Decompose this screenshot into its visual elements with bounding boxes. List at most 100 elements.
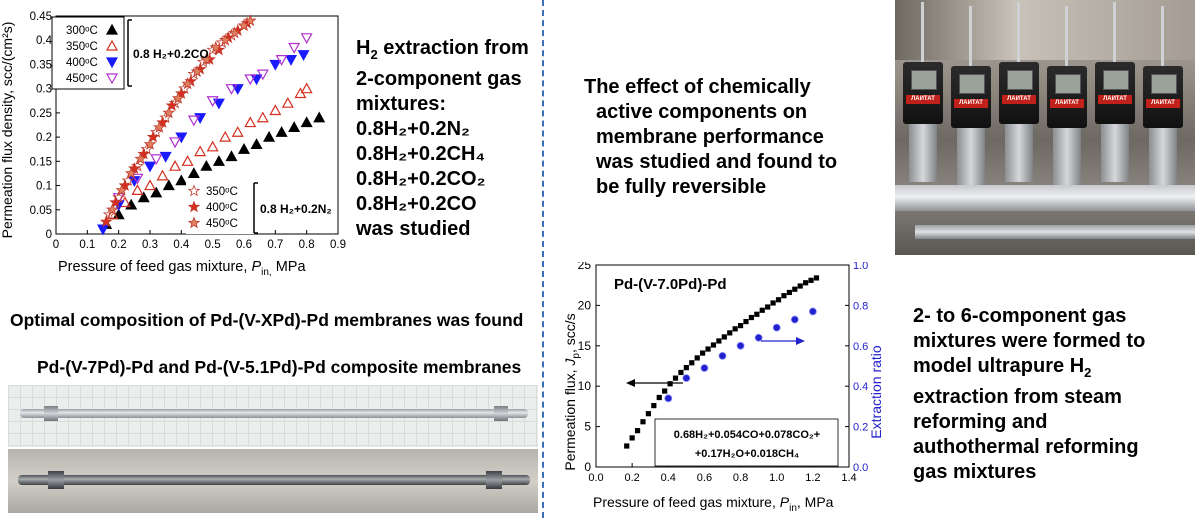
data-point bbox=[212, 155, 225, 166]
data-point bbox=[243, 14, 257, 27]
effect-line-3: membrane performance bbox=[596, 126, 824, 148]
effect-line-1: The effect of chemically bbox=[584, 76, 811, 98]
x-tick-label: 0.6 bbox=[697, 472, 712, 484]
data-point bbox=[156, 169, 169, 181]
flow-controller: ЛАЙТАТ bbox=[951, 6, 991, 186]
data-point bbox=[159, 151, 172, 163]
y-tick-label: 0.2 bbox=[36, 132, 52, 144]
legend-entry-label: 400ᵒC bbox=[206, 202, 238, 214]
data-point bbox=[683, 365, 689, 371]
y-tick-label: 5 bbox=[584, 420, 591, 434]
x-tick-label: 1.0 bbox=[769, 472, 784, 484]
data-point bbox=[109, 195, 122, 208]
data-point bbox=[754, 311, 760, 317]
tube-bottom-fitting-left bbox=[48, 471, 64, 489]
flow-controller: ЛАЙТАТ bbox=[1047, 6, 1087, 186]
y-tick-label: 25 bbox=[578, 262, 592, 272]
data-point bbox=[256, 111, 269, 123]
annotation-line-1: 0.68H₂+0.054CO+0.078CO₂+ bbox=[674, 429, 820, 441]
membrane-tubes-photo bbox=[8, 385, 538, 513]
data-point bbox=[131, 173, 144, 185]
gas-pipe bbox=[1017, 2, 1020, 62]
legend-entry-label: 300ᵒC bbox=[66, 25, 98, 37]
data-point bbox=[721, 334, 727, 340]
legend-entry-label: 400ᵒC bbox=[66, 57, 98, 69]
data-point bbox=[705, 346, 711, 352]
data-point bbox=[736, 341, 745, 350]
model-text: 2- to 6-component gas mixtures were form… bbox=[913, 304, 1198, 485]
display-screen bbox=[1055, 74, 1081, 94]
data-point bbox=[313, 111, 326, 123]
legend-marker bbox=[187, 200, 201, 213]
data-point bbox=[169, 159, 182, 171]
left-chart-legend-top: 300ᵒC 350ᵒC 400ᵒC 450ᵒC 0.8 H₂+0.2CO bbox=[51, 16, 209, 90]
right-chart-ylabel: Permeation flux, Jp, scc/s bbox=[562, 313, 582, 470]
tube-bottom bbox=[18, 475, 530, 485]
equipment-photo: ЛАЙТАТ ЛАЙТАТ ЛАЙТАТ ЛАЙТАТ ЛАЙТАТ ЛАЙТАТ bbox=[895, 0, 1195, 255]
data-point bbox=[772, 323, 781, 332]
legend-marker bbox=[105, 23, 119, 35]
h2-line3: mixtures: bbox=[356, 93, 447, 115]
data-point bbox=[137, 191, 150, 203]
y-tick-label: 0.45 bbox=[30, 11, 52, 23]
data-point bbox=[231, 126, 244, 137]
x-tick-label: 0 bbox=[53, 239, 59, 251]
data-point bbox=[297, 50, 310, 61]
y-tick-label: 0.35 bbox=[30, 59, 52, 71]
mixture-2: 0.8H₂+0.2CH₄ bbox=[356, 143, 486, 165]
y2-tick-label: 0.2 bbox=[853, 422, 868, 434]
data-point bbox=[792, 286, 798, 292]
model-line-5: reforming and bbox=[913, 411, 1048, 433]
legend-entry-label: 450ᵒC bbox=[206, 218, 238, 230]
data-point bbox=[256, 69, 269, 81]
tube-bottom-fitting-right bbox=[486, 471, 502, 489]
tube-top-fitting-right bbox=[494, 406, 508, 421]
gas-pipe bbox=[1113, 2, 1116, 62]
data-point bbox=[624, 443, 630, 449]
data-point bbox=[743, 318, 749, 325]
photo-wall bbox=[895, 0, 1195, 60]
lower-bar bbox=[915, 225, 1195, 239]
data-point bbox=[219, 130, 232, 142]
data-point bbox=[190, 65, 204, 78]
data-point bbox=[134, 152, 147, 165]
gas-pipe bbox=[1161, 6, 1164, 66]
legend-entry-label: 450ᵒC bbox=[66, 73, 98, 85]
data-point bbox=[118, 178, 132, 191]
y-tick-label: 15 bbox=[578, 339, 592, 353]
h2-extraction-text: H2 extraction from 2-component gas mixtu… bbox=[356, 36, 541, 242]
left-axis-arrow bbox=[626, 379, 683, 387]
data-point bbox=[678, 369, 684, 376]
display-screen bbox=[959, 74, 985, 94]
flow-controller: ЛАЙТАТ bbox=[1095, 2, 1135, 182]
data-point bbox=[263, 130, 276, 142]
data-point bbox=[206, 96, 219, 108]
data-point bbox=[165, 98, 179, 112]
data-point bbox=[640, 419, 646, 425]
model-line-2: mixtures were formed to bbox=[913, 330, 1146, 352]
y2-tick-label: 0.8 bbox=[853, 300, 868, 312]
y2-tick-label: 0.4 bbox=[853, 381, 868, 393]
y2-tick-label: 1.0 bbox=[853, 262, 868, 272]
data-point bbox=[99, 215, 113, 228]
data-point bbox=[115, 183, 129, 196]
data-point bbox=[121, 174, 135, 187]
device-body bbox=[1053, 128, 1081, 186]
data-point bbox=[181, 77, 194, 90]
mixture-3: 0.8H₂+0.2CO₂ bbox=[356, 168, 486, 190]
data-point bbox=[269, 104, 282, 116]
data-point bbox=[150, 186, 163, 198]
data-point bbox=[770, 300, 776, 306]
data-point bbox=[143, 179, 157, 191]
x-tick-label: 1.2 bbox=[805, 472, 820, 484]
display-screen bbox=[1151, 74, 1177, 94]
y2-tick-label: 0.6 bbox=[853, 341, 868, 353]
left-chart: 0 0.1 0.2 0.3 0.4 0.5 0.6 0.7 0.8 0.9 0 0.05 0.1 0.15… bbox=[0, 11, 346, 278]
model-line-6: authothermal reforming bbox=[913, 436, 1139, 458]
y-tick-label: 10 bbox=[578, 379, 592, 393]
y2-tick-label: 0.0 bbox=[853, 462, 868, 474]
x-tick-label: 0.7 bbox=[267, 239, 283, 251]
data-point bbox=[694, 355, 700, 361]
data-point bbox=[656, 394, 662, 401]
x-tick-label: 0.4 bbox=[661, 472, 676, 484]
